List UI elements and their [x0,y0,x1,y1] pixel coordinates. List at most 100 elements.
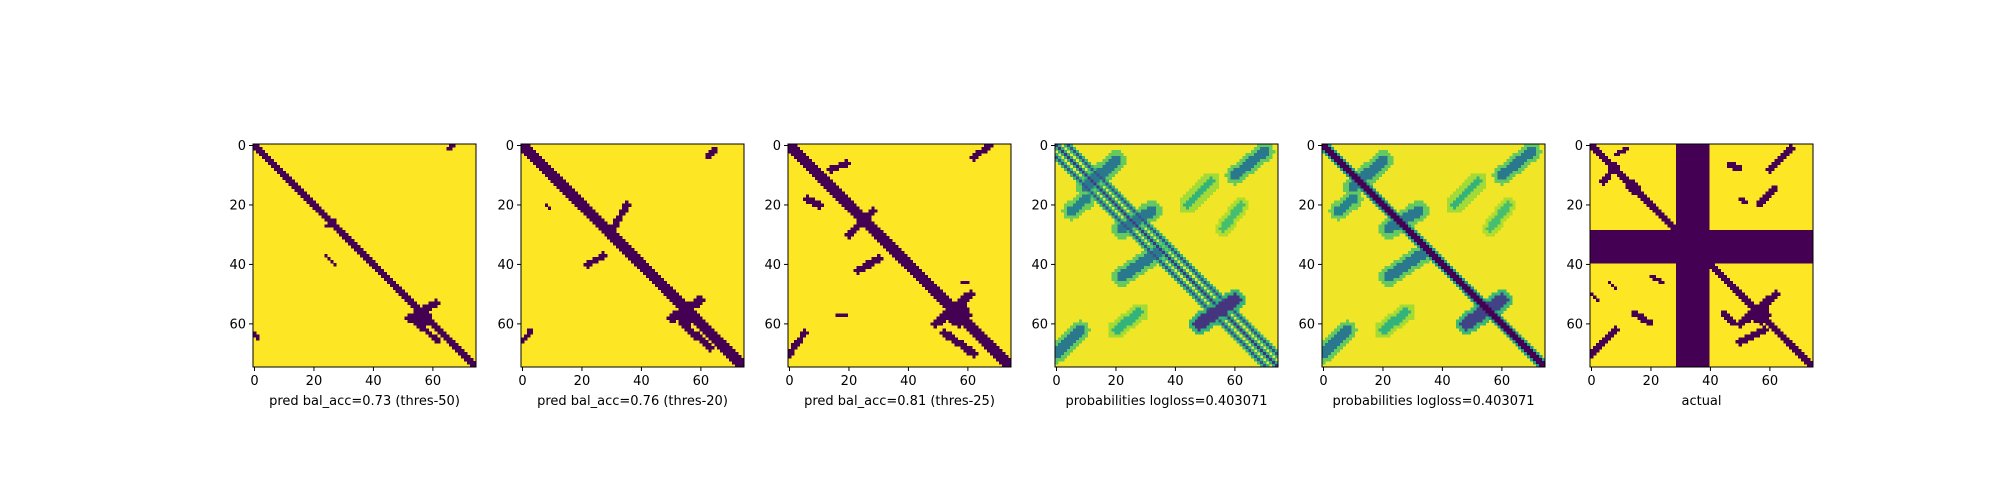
heatmap-cell [1688,144,1692,148]
heatmap-cell [422,304,426,308]
heatmap-cell [1503,301,1507,305]
heatmap-cell [1384,233,1388,237]
heatmap-cell [1078,331,1083,335]
heatmap-cell [1685,209,1689,213]
heatmap-cell [1494,301,1498,305]
heatmap-cell [1084,322,1089,326]
y-tick-label: 20 [229,198,246,213]
heatmap-cell [1426,212,1430,216]
heatmap-cell [915,265,920,270]
heatmap-cell [1357,176,1361,181]
heatmap-cell [1408,313,1412,317]
heatmap-cell [345,233,349,237]
heatmap-cell [440,334,444,338]
heatmap-cell [1664,218,1668,222]
heatmap-cell [1482,227,1486,231]
heatmap-cell [571,188,575,192]
heatmap-cell [1159,256,1163,261]
heatmap-cell [1774,188,1778,192]
heatmap-cell [1153,254,1157,258]
heatmap-cell [1144,236,1148,240]
heatmap-cell [470,361,474,365]
heatmap-cell [1138,254,1142,258]
heatmap-cell [702,298,706,302]
heatmap-cell [377,268,382,273]
heatmap-cell [1700,209,1704,213]
heatmap-cell [1479,322,1483,326]
heatmap-cell [654,271,659,276]
heatmap-cell [1057,346,1062,350]
heatmap-cell [1417,236,1421,240]
heatmap-cell [1423,206,1427,210]
heatmap-cell [1069,203,1074,207]
heatmap-cell [1179,277,1184,282]
heatmap-cell [1378,206,1382,210]
heatmap-cell [1078,197,1083,201]
heatmap-cell [1506,298,1510,302]
heatmap-cell [1500,289,1504,294]
heatmap-cell [862,218,866,222]
heatmap-cell [1090,179,1094,183]
heatmap-cell [1179,265,1184,270]
heatmap-cell [1792,236,1796,240]
heatmap-cell [1194,295,1199,299]
heatmap-cell [1461,191,1466,195]
heatmap-cell [868,259,872,264]
heatmap-cell [799,161,804,166]
heatmap-cell [628,256,632,261]
heatmap-cell [1443,262,1448,267]
heatmap-cell [392,286,397,291]
heatmap-cell [425,322,429,326]
heatmap-cell [1473,191,1477,195]
heatmap-cell [1378,322,1382,326]
heatmap-cell [1381,277,1385,282]
heatmap-cell [1209,313,1213,317]
heatmap-cell [847,200,851,204]
heatmap-cell [1738,167,1742,172]
heatmap-cell [1700,161,1704,166]
heatmap-cell [1260,364,1264,368]
heatmap-cell [1078,194,1083,198]
heatmap-cell [681,301,685,305]
heatmap-cell [1411,254,1415,258]
heatmap-cell [1239,304,1243,308]
heatmap-cell [1732,236,1737,240]
heatmap-cell [672,319,676,323]
heatmap-cell [1518,346,1522,350]
heatmap-cell [1245,349,1249,353]
heatmap-cell [1162,242,1166,246]
heatmap-cell [1482,313,1486,317]
heatmap-cell [1123,161,1127,166]
heatmap-cell [1090,188,1094,192]
heatmap-cell [1093,179,1097,183]
heatmap-cell [1191,209,1196,213]
heatmap-cell [1348,337,1353,341]
heatmap-cell [526,144,531,148]
heatmap-cell [1625,233,1629,237]
heatmap-cell [726,346,730,350]
heatmap-cell [651,277,656,282]
heatmap-cell [1218,316,1222,320]
heatmap-cell [681,322,685,326]
heatmap-cell [984,343,988,347]
heatmap-cell [1200,200,1205,204]
heatmap-cell [1533,349,1537,353]
heatmap-cell [1117,155,1121,160]
heatmap-cell [1066,328,1071,332]
heatmap-cell [1470,295,1474,299]
heatmap-cell [1339,334,1344,338]
heatmap-cell [574,191,578,195]
heatmap-cell [1105,203,1109,207]
heatmap-cell [1423,245,1427,249]
heatmap-cell [1114,215,1118,219]
heatmap-cell [1087,182,1092,186]
heatmap-cell [1066,352,1071,356]
heatmap-cell [1354,203,1359,207]
heatmap-cell [1084,185,1089,189]
heatmap-cell [1598,233,1603,237]
heatmap-cell [1384,236,1388,240]
heatmap-cell [847,206,851,210]
heatmap-cell [817,176,822,181]
heatmap-cell [820,170,825,175]
heatmap-cell [957,316,961,320]
